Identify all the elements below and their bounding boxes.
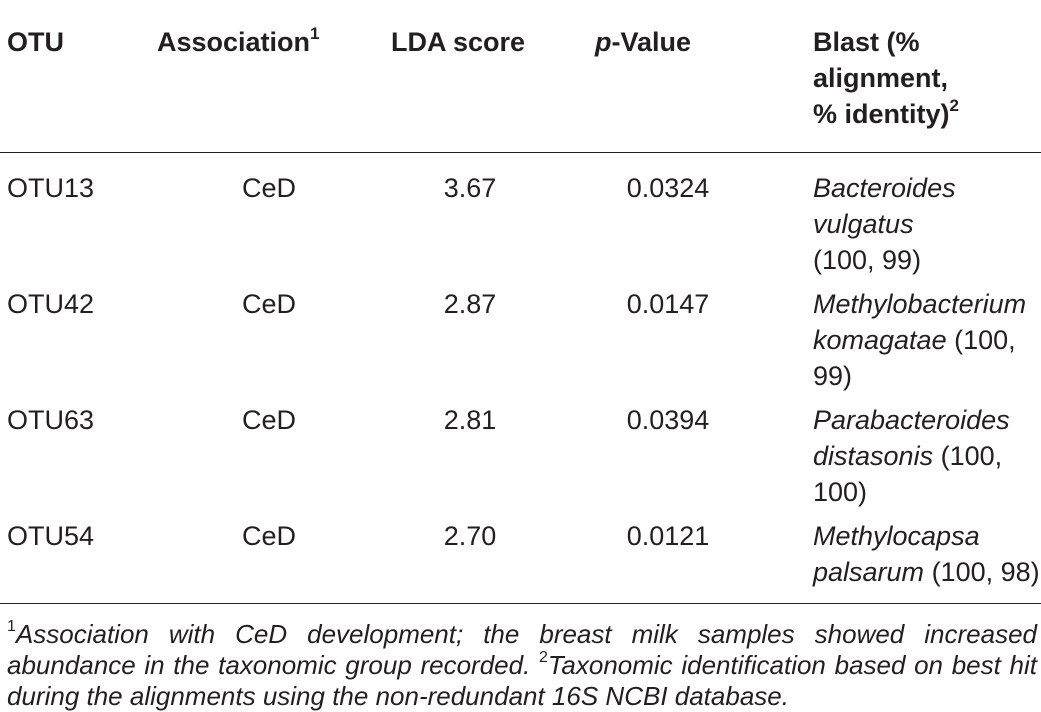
header-association: Association1 xyxy=(153,0,385,153)
cell-association: CeD xyxy=(241,173,296,203)
cell-p-value: 0.0147 xyxy=(626,289,710,319)
header-blast: Blast (% alignment, % identity)2 xyxy=(781,0,1041,153)
cell-association: CeD xyxy=(241,405,296,435)
species-epithet: distasonis xyxy=(813,441,934,471)
table-row: OTU42 CeD 2.87 0.0147 Methylobacterium ko… xyxy=(0,286,1041,402)
table-footnotes: 1Association with CeD development; the b… xyxy=(0,604,1041,712)
cell-lda: 2.81 xyxy=(443,405,497,435)
table-row: OTU63 CeD 2.81 0.0394 Parabacteroides dis… xyxy=(0,402,1041,518)
table-row: OTU13 CeD 3.67 0.0324 Bacteroides vulgat… xyxy=(0,153,1041,287)
species-genus: Methylobacterium xyxy=(813,289,1027,319)
cell-otu: OTU13 xyxy=(7,173,95,203)
blast-values: (100, 98) xyxy=(931,557,1040,587)
header-p-italic: p xyxy=(595,27,612,57)
table-row: OTU54 CeD 2.70 0.0121 Methylocapsa palsar… xyxy=(0,518,1041,604)
cell-p-value: 0.0394 xyxy=(626,405,710,435)
cell-otu: OTU63 xyxy=(7,405,95,435)
cell-blast: Bacteroides vulgatus (100, 99) xyxy=(781,153,1041,287)
blast-values: (100, 99) xyxy=(813,245,922,275)
cell-p-value: 0.0324 xyxy=(626,173,710,203)
header-lda: LDA score xyxy=(385,0,555,153)
header-p-value: p-Value xyxy=(555,0,781,153)
cell-blast: Methylobacterium komagatae (100, 99) xyxy=(781,286,1041,402)
cell-association: CeD xyxy=(241,289,296,319)
species-epithet: palsarum xyxy=(813,557,925,587)
header-association-label: Association xyxy=(157,27,311,57)
header-otu-label: OTU xyxy=(7,27,64,57)
otu-table: OTU Association1 LDA score p-Value Blast… xyxy=(0,0,1041,604)
footnote-ref-2: 2 xyxy=(949,96,959,115)
footnote-marker-1: 1 xyxy=(7,618,16,636)
cell-lda: 3.67 xyxy=(443,173,497,203)
header-blast-line1: Blast (% alignment, xyxy=(813,27,949,93)
species-epithet: komagatae xyxy=(813,325,947,355)
header-lda-label: LDA score xyxy=(391,27,526,57)
header-otu: OTU xyxy=(0,0,153,153)
footnote-marker-2: 2 xyxy=(539,649,548,667)
blast-values: (100, 100) xyxy=(813,441,1003,507)
table-header: OTU Association1 LDA score p-Value Blast… xyxy=(0,0,1041,153)
table-body: OTU13 CeD 3.67 0.0324 Bacteroides vulgat… xyxy=(0,153,1041,604)
cell-blast: Parabacteroides distasonis (100, 100) xyxy=(781,402,1041,518)
cell-lda: 2.70 xyxy=(385,518,555,604)
cell-lda: 2.87 xyxy=(443,289,497,319)
header-row: OTU Association1 LDA score p-Value Blast… xyxy=(0,0,1041,153)
header-blast-line2: % identity) xyxy=(813,99,950,129)
footnote-ref-1: 1 xyxy=(310,24,320,43)
cell-otu: OTU54 xyxy=(0,518,153,604)
species-genus: Parabacteroides xyxy=(813,405,1010,435)
cell-otu: OTU42 xyxy=(7,289,95,319)
blast-values: (100, 99) xyxy=(813,325,1016,391)
species-genus: Methylocapsa xyxy=(813,521,980,551)
species-name: Bacteroides vulgatus xyxy=(813,173,956,239)
header-p-rest: -Value xyxy=(611,27,692,57)
cell-association: CeD xyxy=(153,518,385,604)
cell-p-value: 0.0121 xyxy=(555,518,781,604)
cell-blast: Methylocapsa palsarum (100, 98) xyxy=(781,518,1041,604)
